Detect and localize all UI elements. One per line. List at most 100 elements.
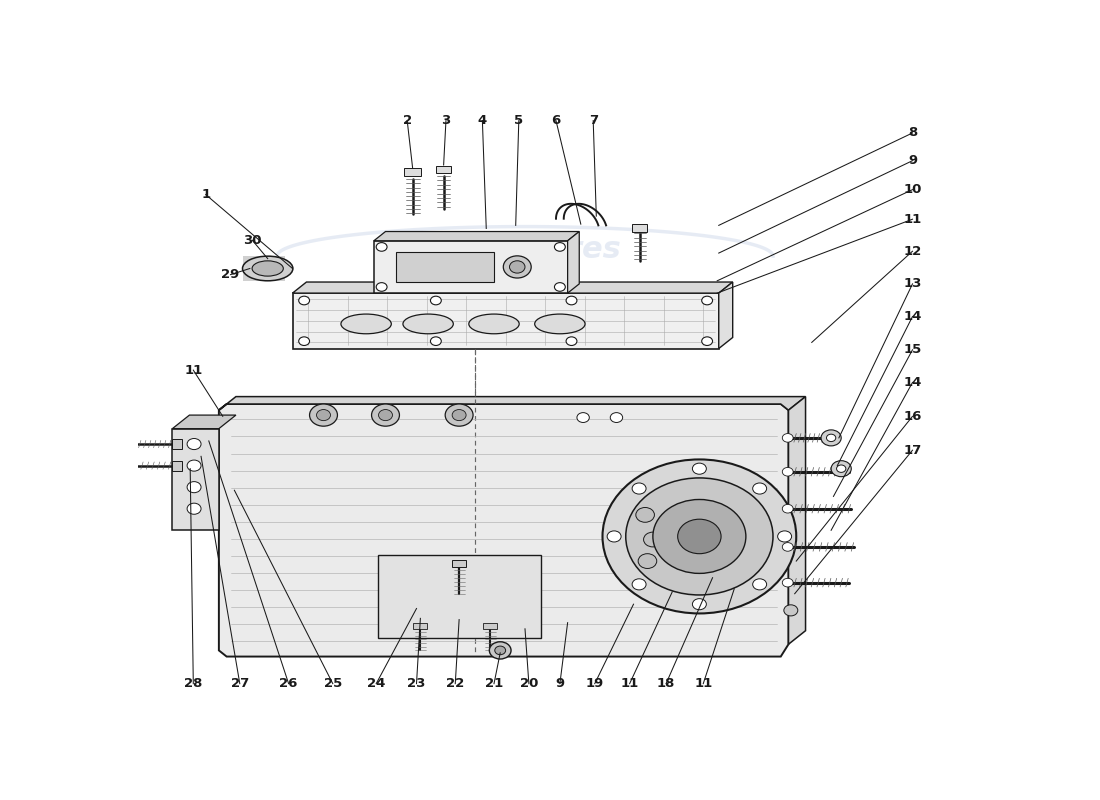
Text: 22: 22 <box>447 677 464 690</box>
Polygon shape <box>219 397 805 410</box>
Polygon shape <box>404 168 421 176</box>
Text: 11: 11 <box>903 213 922 226</box>
Ellipse shape <box>242 256 293 281</box>
Circle shape <box>309 404 338 426</box>
Polygon shape <box>293 282 733 293</box>
Ellipse shape <box>469 314 519 334</box>
Text: 27: 27 <box>231 677 249 690</box>
Text: 23: 23 <box>407 677 426 690</box>
Circle shape <box>836 465 846 472</box>
Polygon shape <box>789 397 805 644</box>
Circle shape <box>632 579 646 590</box>
Polygon shape <box>374 231 580 241</box>
Polygon shape <box>242 256 285 281</box>
Circle shape <box>430 296 441 305</box>
Polygon shape <box>293 293 718 349</box>
Circle shape <box>430 337 441 346</box>
Text: eurospares: eurospares <box>429 235 621 265</box>
Circle shape <box>778 531 792 542</box>
Ellipse shape <box>403 314 453 334</box>
Circle shape <box>638 554 657 569</box>
Circle shape <box>490 642 512 659</box>
Polygon shape <box>568 231 580 293</box>
Polygon shape <box>377 555 540 638</box>
Circle shape <box>378 410 393 421</box>
Circle shape <box>782 434 793 442</box>
Circle shape <box>626 478 773 595</box>
Circle shape <box>678 519 722 554</box>
Text: 15: 15 <box>903 343 922 356</box>
Polygon shape <box>718 282 733 349</box>
Circle shape <box>702 296 713 305</box>
Text: 9: 9 <box>908 154 917 167</box>
Text: 16: 16 <box>903 410 922 423</box>
Polygon shape <box>374 241 568 293</box>
Text: 29: 29 <box>221 268 240 281</box>
Text: 10: 10 <box>903 183 922 196</box>
Text: 6: 6 <box>551 114 561 127</box>
Circle shape <box>187 503 201 514</box>
Text: eurospares: eurospares <box>429 533 621 562</box>
Text: 5: 5 <box>514 114 524 127</box>
Text: 21: 21 <box>485 677 503 690</box>
Circle shape <box>566 296 576 305</box>
Text: 12: 12 <box>903 245 922 258</box>
Text: 24: 24 <box>367 677 385 690</box>
Polygon shape <box>219 404 789 657</box>
Text: 11: 11 <box>620 677 639 690</box>
Circle shape <box>610 413 623 422</box>
Circle shape <box>644 532 662 547</box>
Circle shape <box>607 531 621 542</box>
Text: 2: 2 <box>403 114 411 127</box>
Text: 28: 28 <box>184 677 202 690</box>
Circle shape <box>632 483 646 494</box>
Circle shape <box>299 296 309 305</box>
Circle shape <box>376 282 387 291</box>
Text: 17: 17 <box>903 444 922 457</box>
Ellipse shape <box>535 314 585 334</box>
Text: 7: 7 <box>588 114 597 127</box>
Polygon shape <box>452 561 466 567</box>
Circle shape <box>554 282 565 291</box>
Circle shape <box>832 461 851 477</box>
Polygon shape <box>631 224 648 231</box>
Circle shape <box>821 430 842 446</box>
Polygon shape <box>173 415 235 429</box>
Polygon shape <box>396 252 494 282</box>
Text: 20: 20 <box>519 677 538 690</box>
Text: 26: 26 <box>279 677 298 690</box>
Circle shape <box>504 256 531 278</box>
Circle shape <box>187 460 201 471</box>
Text: 1: 1 <box>201 188 210 201</box>
FancyBboxPatch shape <box>172 439 182 449</box>
Circle shape <box>636 507 654 522</box>
Circle shape <box>566 337 576 346</box>
Text: 3: 3 <box>441 114 451 127</box>
Circle shape <box>509 261 525 273</box>
Polygon shape <box>173 429 219 530</box>
Circle shape <box>752 483 767 494</box>
Circle shape <box>782 542 793 551</box>
Circle shape <box>554 242 565 251</box>
Text: 30: 30 <box>243 234 262 246</box>
Text: 11: 11 <box>184 364 202 377</box>
Text: 4: 4 <box>477 114 487 127</box>
Circle shape <box>299 337 309 346</box>
Circle shape <box>782 505 793 513</box>
Text: 19: 19 <box>585 677 604 690</box>
Circle shape <box>653 499 746 574</box>
Circle shape <box>784 605 798 616</box>
FancyBboxPatch shape <box>172 461 182 470</box>
Polygon shape <box>483 622 497 629</box>
Circle shape <box>187 482 201 493</box>
Circle shape <box>692 463 706 474</box>
Circle shape <box>826 434 836 442</box>
Text: 13: 13 <box>903 278 922 290</box>
Circle shape <box>376 242 387 251</box>
Text: 11: 11 <box>694 677 713 690</box>
Ellipse shape <box>341 314 392 334</box>
Circle shape <box>603 459 796 614</box>
Circle shape <box>782 578 793 587</box>
Polygon shape <box>436 166 451 173</box>
Text: 8: 8 <box>908 126 917 139</box>
